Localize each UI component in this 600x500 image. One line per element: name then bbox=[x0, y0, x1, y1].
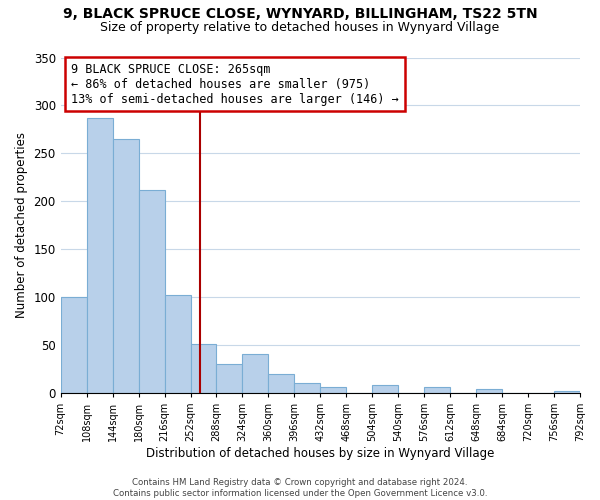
Bar bbox=[268, 374, 295, 393]
Bar bbox=[139, 190, 164, 393]
Bar bbox=[191, 344, 217, 393]
Bar bbox=[61, 297, 86, 393]
Y-axis label: Number of detached properties: Number of detached properties bbox=[15, 132, 28, 318]
Bar bbox=[113, 139, 139, 393]
Text: Size of property relative to detached houses in Wynyard Village: Size of property relative to detached ho… bbox=[100, 21, 500, 34]
Bar bbox=[217, 364, 242, 393]
Bar bbox=[320, 387, 346, 393]
Text: 9, BLACK SPRUCE CLOSE, WYNYARD, BILLINGHAM, TS22 5TN: 9, BLACK SPRUCE CLOSE, WYNYARD, BILLINGH… bbox=[62, 8, 538, 22]
Bar bbox=[554, 391, 580, 393]
Bar bbox=[295, 384, 320, 393]
Text: 9 BLACK SPRUCE CLOSE: 265sqm
← 86% of detached houses are smaller (975)
13% of s: 9 BLACK SPRUCE CLOSE: 265sqm ← 86% of de… bbox=[71, 62, 399, 106]
Bar bbox=[242, 354, 268, 393]
Bar bbox=[164, 295, 191, 393]
Bar bbox=[86, 118, 113, 393]
Bar bbox=[372, 385, 398, 393]
Bar bbox=[424, 387, 450, 393]
X-axis label: Distribution of detached houses by size in Wynyard Village: Distribution of detached houses by size … bbox=[146, 447, 494, 460]
Bar bbox=[476, 389, 502, 393]
Text: Contains HM Land Registry data © Crown copyright and database right 2024.
Contai: Contains HM Land Registry data © Crown c… bbox=[113, 478, 487, 498]
